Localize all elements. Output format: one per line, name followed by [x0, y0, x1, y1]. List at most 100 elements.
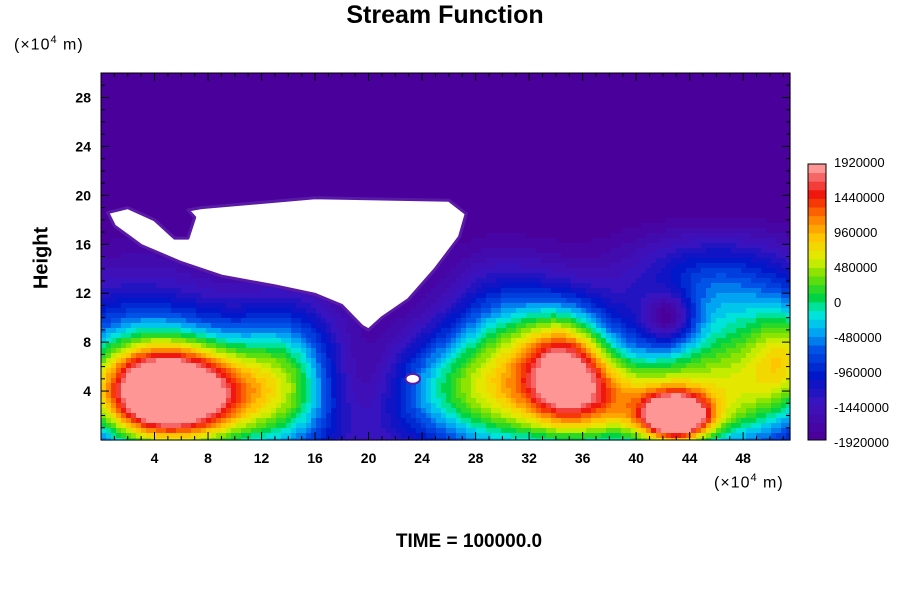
heatmap-cell [306, 173, 312, 179]
heatmap-cell [291, 173, 297, 179]
heatmap-cell [656, 223, 662, 229]
heatmap-cell [126, 188, 132, 194]
heatmap-cell [651, 238, 657, 244]
heatmap-cell [736, 248, 742, 254]
heatmap-cell [571, 163, 577, 169]
heatmap-cell [131, 118, 137, 124]
heatmap-cell [191, 133, 197, 139]
heatmap-cell [456, 158, 462, 164]
heatmap-cell [251, 168, 257, 174]
heatmap-cell [651, 173, 657, 179]
heatmap-cell [441, 148, 447, 154]
heatmap-cell [506, 243, 512, 249]
heatmap-cell [586, 123, 592, 129]
heatmap-cell [631, 163, 637, 169]
heatmap-cell [496, 123, 502, 129]
heatmap-cell [716, 198, 722, 204]
heatmap-cell [546, 228, 552, 234]
heatmap-cell [506, 143, 512, 149]
heatmap-cell [146, 78, 152, 84]
heatmap-cell [736, 188, 742, 194]
heatmap-cell [166, 173, 172, 179]
heatmap-cell [711, 88, 717, 94]
heatmap-cell [286, 128, 292, 134]
heatmap-cell [111, 173, 117, 179]
heatmap-cell [231, 88, 237, 94]
heatmap-cell [536, 118, 542, 124]
heatmap-cell [781, 138, 787, 144]
heatmap-cell [231, 113, 237, 119]
heatmap-cell [516, 78, 522, 84]
heatmap-cell [451, 163, 457, 169]
heatmap-cell [136, 248, 142, 254]
heatmap-cell [386, 128, 392, 134]
heatmap-cell [236, 173, 242, 179]
heatmap-cell [616, 148, 622, 154]
heatmap-cell [306, 193, 312, 199]
heatmap-cell [601, 188, 607, 194]
heatmap-cell [356, 103, 362, 109]
heatmap-cell [766, 208, 772, 214]
heatmap-cell [291, 153, 297, 159]
heatmap-cell [646, 248, 652, 254]
heatmap-cell [771, 238, 777, 244]
heatmap-cell [511, 223, 517, 229]
heatmap-cell [486, 83, 492, 89]
heatmap-cell [496, 153, 502, 159]
heatmap-cell [676, 98, 682, 104]
heatmap-cell [526, 103, 532, 109]
heatmap-cell [556, 88, 562, 94]
heatmap-cell [581, 88, 587, 94]
heatmap-cell [271, 158, 277, 164]
heatmap-cell [466, 168, 472, 174]
heatmap-cell [471, 213, 477, 219]
heatmap-cell [731, 113, 737, 119]
heatmap-cell [151, 93, 157, 99]
heatmap-cell [216, 98, 222, 104]
heatmap-cell [176, 153, 182, 159]
heatmap-cell [441, 168, 447, 174]
heatmap-cell [551, 213, 557, 219]
heatmap-cell [321, 173, 327, 179]
heatmap-cell [171, 173, 177, 179]
heatmap-cell [341, 83, 347, 89]
heatmap-cell [576, 118, 582, 124]
heatmap-cell [106, 108, 112, 114]
heatmap-cell [241, 128, 247, 134]
heatmap-cell [151, 208, 157, 214]
heatmap-cell [356, 163, 362, 169]
heatmap-cell [591, 178, 597, 184]
heatmap-cell [646, 233, 652, 239]
heatmap-cell [486, 123, 492, 129]
heatmap-cell [621, 133, 627, 139]
heatmap-cell [536, 243, 542, 249]
heatmap-cell [736, 158, 742, 164]
heatmap-cell [191, 98, 197, 104]
heatmap-cell [541, 83, 547, 89]
heatmap-cell [546, 178, 552, 184]
heatmap-cell [181, 188, 187, 194]
heatmap-cell [501, 133, 507, 139]
heatmap-cell [476, 98, 482, 104]
heatmap-cell [121, 158, 127, 164]
heatmap-cell [431, 138, 437, 144]
heatmap-cell [526, 128, 532, 134]
heatmap-cell [716, 73, 722, 79]
y-unit-prefix: (×10 [14, 36, 51, 54]
heatmap-cell [291, 148, 297, 154]
heatmap-cell [166, 138, 172, 144]
heatmap-cell [391, 153, 397, 159]
heatmap-cell [711, 93, 717, 99]
heatmap-cell [686, 223, 692, 229]
heatmap-cell [596, 113, 602, 119]
heatmap-cell [661, 158, 667, 164]
heatmap-cell [471, 168, 477, 174]
heatmap-cell [151, 183, 157, 189]
heatmap-cell [506, 208, 512, 214]
heatmap-cell [596, 168, 602, 174]
heatmap-cell [641, 108, 647, 114]
heatmap-cell [731, 73, 737, 79]
heatmap-cell [106, 128, 112, 134]
heatmap-cell [546, 233, 552, 239]
heatmap-cell [711, 83, 717, 89]
